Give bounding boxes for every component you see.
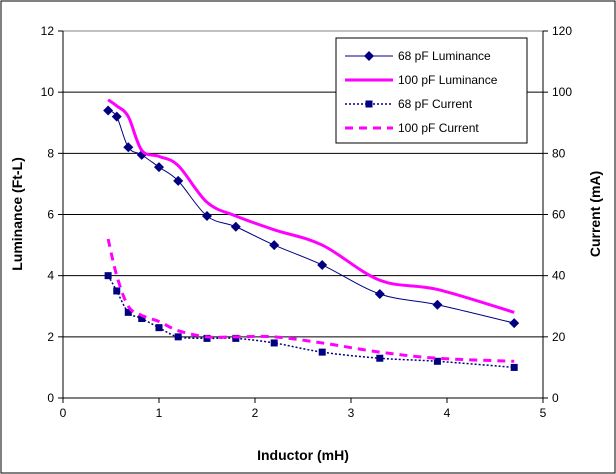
y2-tick-label: 80 xyxy=(552,146,566,160)
y2-axis-title: Current (mA) xyxy=(587,171,603,257)
data-point xyxy=(509,318,520,329)
data-point xyxy=(433,357,441,365)
data-point xyxy=(202,211,212,222)
series-1 xyxy=(107,98,515,314)
axes xyxy=(58,30,548,403)
series-0 xyxy=(103,105,520,329)
y2-tick-label: 0 xyxy=(552,391,559,405)
legend-label: 68 pF Luminance xyxy=(398,49,491,63)
data-point xyxy=(174,333,182,341)
series-line xyxy=(107,98,515,314)
data-point xyxy=(374,289,385,300)
x-tick-label: 1 xyxy=(156,406,163,420)
data-point xyxy=(510,363,518,371)
data-point xyxy=(376,354,384,362)
y-tick-label: 10 xyxy=(41,85,55,99)
x-tick-label: 0 xyxy=(60,406,67,420)
x-tick-label: 2 xyxy=(252,406,259,420)
data-point xyxy=(155,324,163,332)
data-point xyxy=(318,348,326,356)
data-point xyxy=(432,299,443,310)
data-point xyxy=(113,287,121,295)
data-point xyxy=(232,334,240,342)
legend-label: 100 pF Current xyxy=(398,121,479,135)
legend-label: 100 pF Luminance xyxy=(398,73,498,87)
data-point xyxy=(103,105,114,116)
data-point xyxy=(270,339,278,347)
x-axis-title: Inductor (mH) xyxy=(257,447,349,463)
data-point xyxy=(111,111,122,122)
data-point xyxy=(104,272,112,280)
y-tick-label: 4 xyxy=(47,269,54,283)
series-2 xyxy=(104,272,518,371)
data-point xyxy=(154,162,164,173)
legend-label: 68 pF Current xyxy=(398,97,473,111)
data-point xyxy=(123,142,134,153)
y2-tick-label: 20 xyxy=(552,330,566,344)
y-axis-title: Luminance (Ft-L) xyxy=(9,157,25,271)
data-point xyxy=(317,259,328,270)
data-point xyxy=(269,240,280,251)
legend-marker xyxy=(365,100,373,108)
y2-tick-label: 100 xyxy=(552,85,572,99)
series-line xyxy=(106,238,515,363)
legend-box xyxy=(335,37,528,144)
y-tick-label: 8 xyxy=(47,146,54,160)
data-point xyxy=(173,175,184,186)
y2-tick-label: 120 xyxy=(552,24,572,38)
x-tick-label: 5 xyxy=(540,406,547,420)
series-3 xyxy=(106,238,515,363)
series-layer xyxy=(103,98,520,371)
y-tick-label: 6 xyxy=(47,208,54,222)
x-tick-label: 4 xyxy=(444,406,451,420)
y2-tick-label: 40 xyxy=(552,269,566,283)
data-point xyxy=(124,308,132,316)
x-tick-label: 3 xyxy=(348,406,355,420)
y-tick-label: 12 xyxy=(41,24,55,38)
y-tick-label: 2 xyxy=(47,330,54,344)
data-point xyxy=(203,334,211,342)
data-point xyxy=(138,314,146,322)
data-point xyxy=(230,221,241,232)
legend-marker xyxy=(364,51,374,61)
y2-tick-label: 60 xyxy=(552,208,566,222)
legend: 68 pF Luminance 100 pF Luminance 68 pF Cur… xyxy=(335,37,528,144)
y-tick-label: 0 xyxy=(47,391,54,405)
